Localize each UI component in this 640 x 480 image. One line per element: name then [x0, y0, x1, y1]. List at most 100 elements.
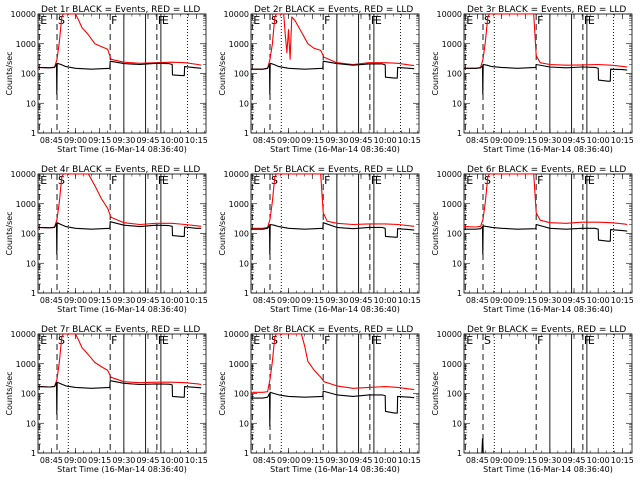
- y-tick-label: 100: [21, 230, 36, 239]
- y-tick-label: 1: [31, 129, 36, 138]
- marker-label: E: [588, 334, 595, 347]
- events-series-line: [38, 380, 202, 415]
- x-tick-label: 09:15: [301, 296, 324, 305]
- x-tick-label: 09:45: [562, 136, 585, 145]
- y-tick-label: 10: [26, 259, 36, 268]
- x-tick-label: 09:00: [64, 296, 87, 305]
- y-tick-label: 10: [452, 259, 462, 268]
- y-tick-label: 1000: [229, 200, 249, 209]
- x-tick-label: 10:00: [374, 456, 397, 465]
- y-tick-label: 1000: [442, 360, 462, 369]
- series-group: [251, 14, 415, 95]
- y-tick-label: 100: [447, 390, 462, 399]
- panel-2: Det 2r BLACK = Events, RED = LLD 1 10 100 10…: [218, 5, 421, 154]
- x-tick-label: 09:00: [64, 456, 87, 465]
- x-tick-label: 09:30: [112, 136, 135, 145]
- lld-series-line: [464, 14, 628, 69]
- lld-series-line: [464, 174, 628, 228]
- x-axis-label: Start Time (16-Mar-14 08:36:40): [57, 145, 187, 154]
- x-tick-label: 09:30: [112, 296, 135, 305]
- y-tick-label: 10: [239, 419, 249, 428]
- panel-3: Det 3r BLACK = Events, RED = LLD 1 10 100 10…: [431, 5, 634, 154]
- x-tick-label: 08:45: [253, 456, 276, 465]
- y-tick-label: 100: [447, 70, 462, 79]
- y-tick-label: 10: [452, 99, 462, 108]
- y-axis-label: Counts/sec: [431, 211, 440, 255]
- events-series-line: [464, 223, 628, 255]
- x-tick-label: 09:30: [325, 456, 348, 465]
- panel-title: Det 2r BLACK = Events, RED = LLD: [254, 5, 413, 15]
- y-tick-label: 10000: [224, 330, 249, 339]
- y-tick-label: 10: [26, 99, 36, 108]
- y-axis-label: Counts/sec: [218, 51, 227, 95]
- y-axis-label: Counts/sec: [5, 371, 14, 415]
- panel-9: Det 9r BLACK = Events, RED = LLD 1 10 100 10…: [431, 325, 634, 474]
- x-tick-label: 09:15: [88, 456, 111, 465]
- y-tick-label: 10000: [437, 10, 462, 19]
- marker-label: E: [588, 14, 595, 27]
- panel-5: Det 5r BLACK = Events, RED = LLD 1 10 100 10…: [218, 165, 421, 314]
- x-tick-label: 09:00: [277, 136, 300, 145]
- y-tick-label: 100: [447, 230, 462, 239]
- marker-label: E: [466, 334, 473, 347]
- y-tick-label: 1000: [442, 40, 462, 49]
- y-tick-label: 1: [244, 289, 249, 298]
- panel-7: Det 7r BLACK = Events, RED = LLD 1 10 100 10…: [5, 325, 208, 474]
- events-series-line: [251, 222, 415, 255]
- x-tick-label: 09:30: [325, 296, 348, 305]
- y-tick-label: 1: [457, 449, 462, 458]
- panel-title: Det 7r BLACK = Events, RED = LLD: [41, 325, 200, 335]
- marker-label: E: [588, 174, 595, 187]
- x-tick-label: 09:00: [277, 296, 300, 305]
- series-group: [38, 174, 202, 255]
- x-tick-label: 08:45: [40, 456, 63, 465]
- plot-frame: [250, 13, 420, 134]
- y-axis-label: Counts/sec: [5, 51, 14, 95]
- series-group: [464, 174, 628, 255]
- y-tick-label: 10000: [437, 170, 462, 179]
- y-tick-label: 10000: [437, 330, 462, 339]
- x-axis-label: Start Time (16-Mar-14 08:36:40): [270, 465, 400, 474]
- y-tick-label: 10: [239, 259, 249, 268]
- x-tick-label: 08:45: [40, 136, 63, 145]
- y-tick-label: 10000: [11, 170, 36, 179]
- x-tick-label: 08:45: [466, 456, 489, 465]
- x-tick-label: 10:00: [587, 296, 610, 305]
- x-tick-label: 09:45: [562, 456, 585, 465]
- series-group: [481, 438, 484, 453]
- y-axis-label: Counts/sec: [218, 371, 227, 415]
- marker-label: S: [484, 334, 491, 347]
- panel-title: Det 5r BLACK = Events, RED = LLD: [254, 165, 413, 175]
- x-axis-label: Start Time (16-Mar-14 08:36:40): [57, 465, 187, 474]
- plot-frame: [463, 333, 633, 454]
- events-series-line: [464, 63, 628, 95]
- y-tick-label: 1000: [16, 360, 36, 369]
- lld-series-line: [38, 334, 202, 388]
- marker-label: F: [111, 14, 117, 27]
- plot-frame: [37, 333, 207, 454]
- y-tick-label: 1000: [442, 200, 462, 209]
- x-tick-label: 09:45: [136, 456, 159, 465]
- y-tick-label: 10000: [224, 10, 249, 19]
- x-tick-label: 10:00: [587, 136, 610, 145]
- x-tick-label: 09:30: [325, 136, 348, 145]
- x-tick-label: 08:45: [466, 296, 489, 305]
- marker-label: E: [253, 334, 260, 347]
- plot-frame: [37, 173, 207, 294]
- x-tick-label: 09:45: [349, 296, 372, 305]
- x-tick-label: 09:45: [349, 456, 372, 465]
- x-tick-label: 09:45: [349, 136, 372, 145]
- y-tick-label: 10: [239, 99, 249, 108]
- lld-series-line: [38, 174, 202, 229]
- y-tick-label: 10000: [224, 170, 249, 179]
- marker-label: F: [537, 334, 543, 347]
- marker-label: F: [324, 334, 330, 347]
- plot-frame: [250, 333, 420, 454]
- events-series-line: [38, 60, 202, 95]
- y-tick-label: 1: [31, 289, 36, 298]
- series-group: [464, 14, 628, 95]
- x-tick-label: 09:00: [64, 136, 87, 145]
- y-tick-label: 1: [457, 289, 462, 298]
- plot-frame: [250, 173, 420, 294]
- events-series-line: [38, 221, 202, 255]
